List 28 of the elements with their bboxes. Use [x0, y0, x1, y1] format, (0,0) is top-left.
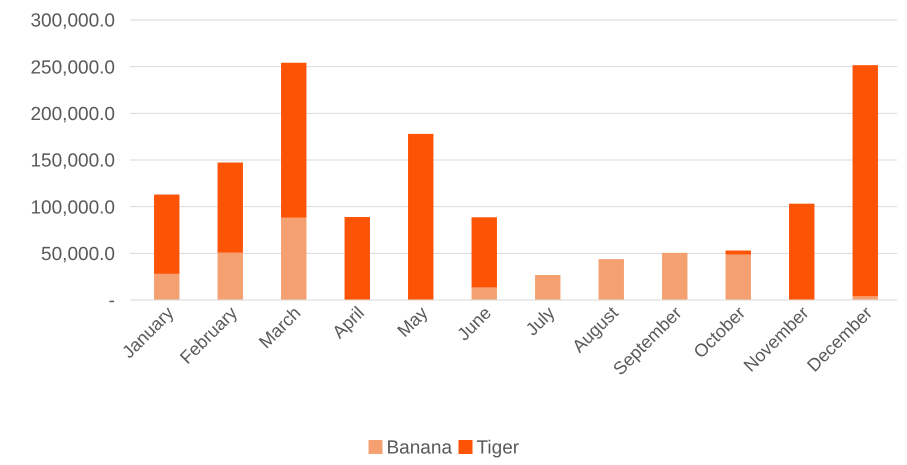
bar [154, 274, 180, 300]
bar [154, 194, 180, 274]
bar [726, 254, 751, 300]
y-tick-label: 50,000.0 [41, 244, 115, 265]
bar [472, 287, 497, 300]
bar [852, 65, 878, 296]
bar [472, 217, 497, 288]
legend-label: Tiger [476, 438, 520, 459]
bar [789, 204, 814, 300]
y-tick-label: 150,000.0 [30, 150, 115, 172]
bar [344, 217, 370, 300]
x-tick-label: July [522, 302, 559, 340]
y-tick-label: - [108, 290, 115, 312]
bar [535, 274, 560, 300]
bar [281, 218, 306, 300]
y-tick-label: 100,000.0 [30, 197, 115, 218]
bar [726, 250, 751, 254]
bar [218, 162, 243, 253]
x-tick-label: May [393, 302, 432, 341]
bar [662, 252, 688, 300]
y-tick-label: 200,000.0 [30, 104, 115, 125]
bar [218, 252, 243, 300]
y-tick-label: 300,000.0 [30, 10, 115, 32]
bar [408, 134, 434, 300]
legend-label: Banana [386, 438, 452, 459]
bar [598, 259, 624, 300]
y-tick-label: 250,000.0 [30, 57, 115, 78]
bar [281, 62, 306, 218]
